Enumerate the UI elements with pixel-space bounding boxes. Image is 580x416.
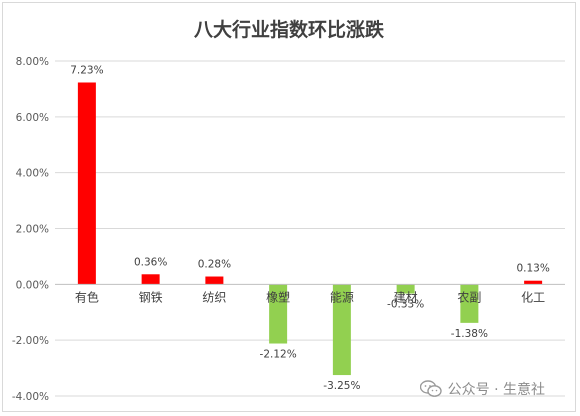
- x-tick-label: 钢铁: [139, 290, 163, 304]
- data-label: 0.36%: [134, 256, 167, 268]
- data-label: 7.23%: [70, 64, 103, 76]
- bar: [396, 284, 415, 294]
- y-tick-label: 8.00%: [16, 56, 49, 68]
- bar: [332, 284, 351, 376]
- y-tick-label: 4.00%: [16, 168, 49, 180]
- wechat-icon: [419, 380, 442, 397]
- y-tick-label: 2.00%: [16, 224, 49, 236]
- x-tick-label: 纺织: [202, 290, 226, 304]
- x-tick-label: 化工: [521, 290, 545, 304]
- x-tick-label: 建材: [394, 290, 418, 304]
- y-tick-label: -4.00%: [12, 391, 49, 403]
- x-tick-label: 能源: [330, 290, 354, 304]
- data-label: -0.33%: [387, 299, 424, 311]
- chart-title: 八大行业指数环比涨跌: [193, 19, 384, 41]
- bar: [269, 284, 288, 344]
- bar: [141, 274, 160, 285]
- bar: [205, 276, 224, 285]
- bar-chart: 8.00% 6.00% 4.00% 2.00% 0.00% -2.00% -4.00% 7.2…: [12, 56, 565, 403]
- watermark-text: 公众号 · 生意社: [447, 382, 545, 398]
- data-label: 0.28%: [198, 259, 231, 271]
- data-label: -1.38%: [451, 328, 488, 340]
- data-label: -3.25%: [323, 380, 360, 392]
- y-tick-label: -2.00%: [12, 335, 49, 347]
- bar: [460, 284, 479, 323]
- bar: [77, 82, 96, 285]
- x-tick-label: 橡塑: [266, 289, 290, 304]
- watermark: 公众号 · 生意社: [419, 379, 545, 399]
- y-tick-label: 6.00%: [16, 112, 49, 124]
- chart-frame: 八大行业指数环比涨跌 8.00% 6.00% 4.00% 2.00% 0.00% -2.0…: [2, 2, 576, 412]
- data-label: 0.13%: [516, 263, 549, 275]
- data-label: -2.12%: [260, 349, 297, 361]
- x-tick-label: 农副: [457, 290, 481, 304]
- x-tick-label: 有色: [75, 290, 99, 304]
- y-tick-label: 0.00%: [16, 279, 49, 291]
- bar: [524, 280, 543, 285]
